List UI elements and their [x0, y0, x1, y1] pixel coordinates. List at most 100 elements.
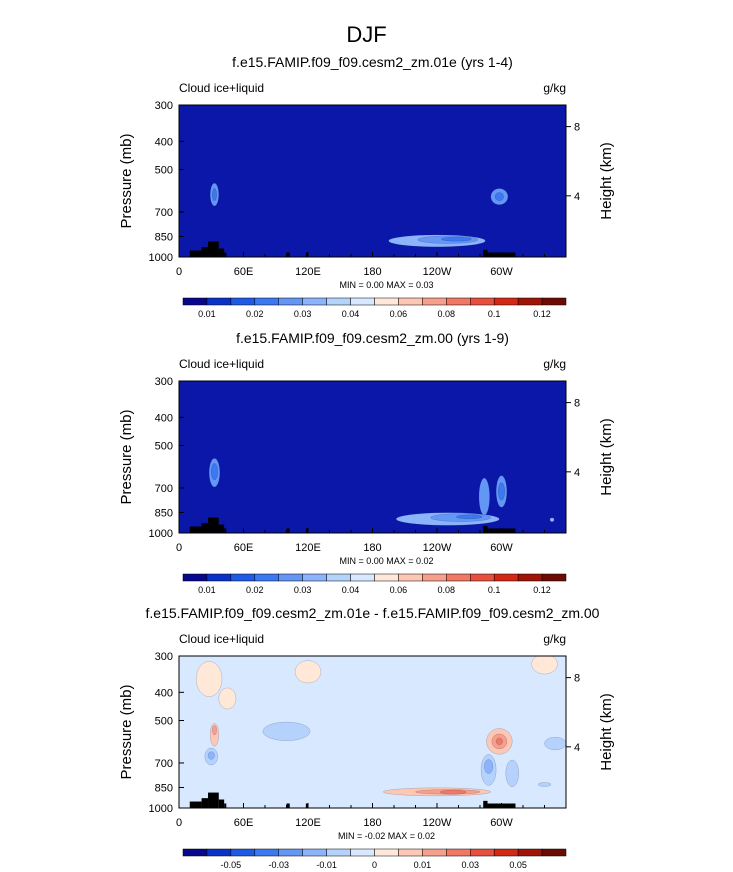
units-label: g/kg: [543, 81, 566, 95]
colorbar-bin: [541, 573, 567, 582]
x-tick-label: 60W: [490, 817, 513, 829]
contour-blob: [212, 188, 217, 202]
field: [179, 656, 566, 808]
y-tick-label: 850: [155, 782, 173, 794]
colorbar-label: 0.01: [414, 860, 432, 870]
colorbar-bin: [493, 848, 519, 857]
y-axis-label: Pressure (mb): [118, 409, 135, 504]
colorbar-bin: [517, 297, 543, 306]
contour-blob: [218, 687, 237, 710]
y-axis-label: Pressure (mb): [118, 684, 135, 779]
contour-blob: [294, 660, 322, 684]
colorbar-bin: [446, 573, 471, 582]
colorbar-bin: [230, 848, 256, 857]
colorbar-bin: [398, 573, 423, 582]
x-tick-label: 120W: [423, 817, 452, 829]
colorbar: 0.01 0.02 0.03 0.04 0.06 0.08 0.1 0.12: [182, 297, 567, 319]
panel-middle: f.e15.FAMIP.f09_f09.cesm2_zm.00 (yrs 1-9…: [118, 330, 615, 595]
colorbar-bin: [493, 297, 519, 306]
colorbar-bin: [230, 573, 256, 582]
colorbar-bin: [541, 297, 567, 306]
colorbar-bin: [254, 573, 279, 582]
colorbar-label: 0: [372, 860, 377, 870]
variable-label: Cloud ice+liquid: [179, 632, 264, 646]
colorbar-bin: [278, 297, 303, 306]
colorbar-bin: [422, 848, 447, 857]
contour-blob: [478, 477, 490, 516]
x-tick-label: 60E: [234, 266, 254, 278]
field: [179, 105, 566, 257]
colorbar-bin: [374, 848, 399, 857]
colorbar-bin: [493, 573, 519, 582]
colorbar-label: 0.02: [246, 585, 264, 595]
x-tick-label: 120W: [423, 542, 452, 554]
y2-tick-label: 4: [574, 191, 580, 203]
terrain-block: [483, 249, 488, 257]
colorbar-label: 0.02: [246, 309, 264, 319]
colorbar-label: -0.05: [221, 860, 242, 870]
contour-blob: [211, 463, 218, 481]
terrain-block: [305, 803, 308, 808]
colorbar-label: 0.03: [294, 585, 312, 595]
colorbar-bin: [278, 573, 303, 582]
terrain-block: [201, 523, 209, 533]
colorbar-label: 0.08: [438, 309, 456, 319]
colorbar-bin: [254, 848, 279, 857]
colorbar-bin: [374, 573, 399, 582]
colorbar-bin: [470, 297, 495, 306]
y2-tick-label: 8: [574, 673, 580, 685]
colorbar-bin: [517, 573, 543, 582]
contour-blob: [484, 759, 494, 774]
terrain-block: [208, 792, 219, 808]
colorbar-label: 0.03: [294, 309, 312, 319]
panel-title: f.e15.FAMIP.f09_f09.cesm2_zm.01e - f.e15…: [146, 605, 600, 621]
contour-blob: [531, 656, 558, 675]
y-tick-label: 850: [155, 231, 173, 243]
contour-blob: [544, 736, 566, 751]
contour-blob: [207, 751, 215, 760]
contour-blob: [212, 725, 217, 736]
colorbar-bin: [517, 848, 543, 857]
terrain-block: [224, 528, 227, 533]
y-tick-label: 1000: [149, 803, 173, 815]
units-label: g/kg: [543, 632, 566, 646]
colorbar-label: 0.06: [390, 585, 408, 595]
page-title: DJF: [346, 22, 387, 47]
x-tick-label: 0: [176, 817, 182, 829]
field-background: [179, 381, 566, 533]
panel-title: f.e15.FAMIP.f09_f09.cesm2_zm.00 (yrs 1-9…: [236, 330, 509, 346]
colorbar-bin: [398, 297, 423, 306]
x-tick-label: 60E: [234, 542, 254, 554]
y-tick-label: 700: [155, 483, 173, 495]
field-background: [179, 105, 566, 257]
colorbar-bin: [446, 297, 471, 306]
terrain-block: [286, 528, 290, 533]
colorbar-bin: [182, 297, 208, 306]
x-tick-label: 180: [363, 542, 381, 554]
contour-blob: [495, 737, 503, 746]
colorbar-label: 0.08: [438, 585, 456, 595]
colorbar-bin: [350, 848, 375, 857]
y2-tick-label: 4: [574, 742, 580, 754]
terrain-block: [483, 525, 488, 533]
colorbar-label: 0.1: [488, 309, 501, 319]
terrain-block: [201, 798, 209, 808]
colorbar-bin: [470, 573, 495, 582]
contour-blob: [439, 789, 467, 795]
colorbar-bin: [422, 297, 447, 306]
colorbar-label: -0.03: [268, 860, 289, 870]
colorbar-bin: [398, 848, 423, 857]
y-tick-label: 500: [155, 715, 173, 727]
y2-axis-label: Height (km): [598, 693, 615, 771]
colorbar-bin: [541, 848, 567, 857]
colorbar-label: 0.01: [198, 309, 216, 319]
colorbar-bin: [302, 297, 327, 306]
min-max-stats: MIN = 0.00 MAX = 0.03: [339, 280, 433, 290]
x-tick-label: 120E: [295, 817, 321, 829]
colorbar-label: 0.12: [533, 309, 551, 319]
colorbar-label: 0.04: [342, 309, 360, 319]
terrain-block: [218, 799, 225, 808]
variable-label: Cloud ice+liquid: [179, 357, 264, 371]
y-tick-label: 400: [155, 136, 173, 148]
colorbar-label: 0.04: [342, 585, 360, 595]
